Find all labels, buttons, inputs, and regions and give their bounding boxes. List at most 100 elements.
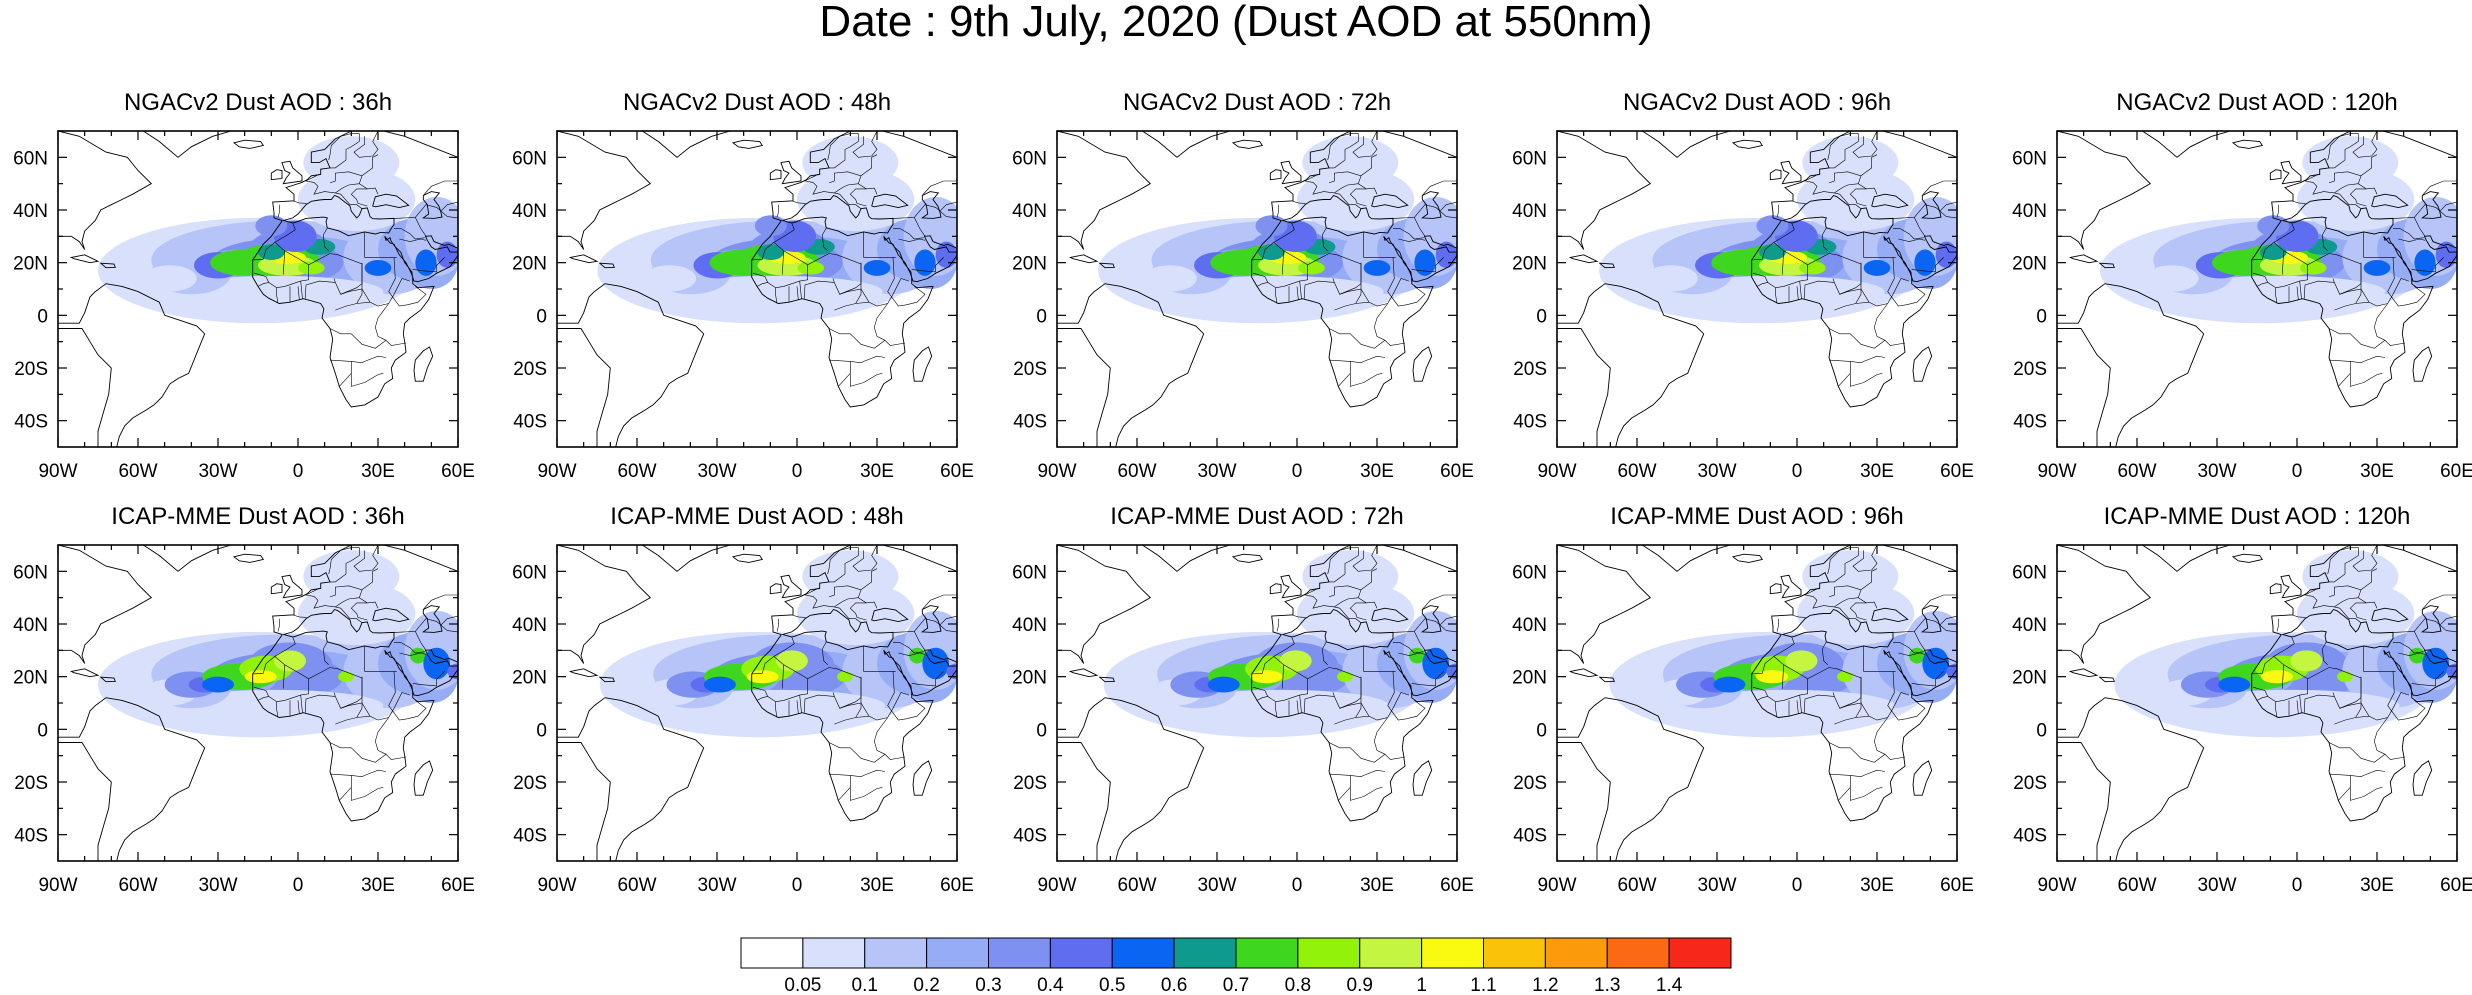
lon-tick-label: 60E [1440,461,1474,482]
lon-tick-label: 30E [361,875,395,896]
border-line [388,257,427,307]
lat-tick-label: 40S [14,412,48,433]
border-line [436,671,445,686]
lon-tick-label: 60E [1940,461,1974,482]
border-line [2349,602,2367,621]
coastline-caspian [1920,191,1942,219]
border-line [440,201,458,212]
dust-cell [364,260,392,276]
border-line [1327,547,1359,583]
border-line [2328,355,2386,364]
border-line [436,257,445,272]
lon-tick-label: 60E [1940,875,1974,896]
lat-tick-label: 20S [1513,773,1547,794]
border-line [1292,614,1306,618]
border-line [2352,545,2378,572]
lon-tick-label: 90W [537,461,576,482]
coastline-caspian [421,191,443,219]
border-line [1363,231,1396,258]
border-line [1358,183,1378,195]
coastline-hispaniola [598,676,615,683]
border-line [1834,301,1870,311]
border-line [1887,671,1926,721]
colorbar-swatch [1235,937,1299,969]
lat-tick-label: 20S [513,773,547,794]
border-line [2328,328,2386,349]
dust-cell [2299,261,2327,275]
dust-cell [1914,249,1936,276]
coastline-mediterranean [2280,608,2394,651]
coastline-britain [281,574,303,599]
border-line [1349,188,1367,207]
border-line [939,615,957,626]
border-line [752,264,808,289]
border-line [394,228,425,240]
border-line [335,301,371,311]
coastline-caspian [421,605,443,633]
dust-cell [1298,261,1325,275]
border-line [1776,618,1779,632]
lon-tick-label: 90W [38,875,77,896]
border-line [393,626,420,633]
country-borders [2251,545,2457,801]
coastlines [557,131,957,447]
border-line [2393,642,2424,654]
coastline-greenland [1141,545,1231,572]
panel-title: ICAP-MME Dust AOD : 96h [1610,503,1904,530]
border-line [1893,228,1924,240]
border-line [1360,568,1378,591]
coastline-madagascar [912,760,933,796]
border-line [1352,131,1378,158]
lat-tick-label: 60N [2012,562,2047,583]
border-line [828,355,886,364]
border-line [2418,204,2457,219]
map-panel: ICAP-MME Dust AOD : 120h 90W 60W 30W 0 30E 60E… [1997,505,2472,921]
dust-cell [143,265,197,292]
border-line [773,242,862,304]
coastline-black-sea [1871,607,1909,623]
coastline-black-sea [871,193,909,209]
lat-tick-label: 0 [37,720,48,741]
border-line [304,280,336,299]
border-line [2328,769,2386,778]
border-line [2304,173,2362,209]
coastline-eurafrasia [2251,131,2457,408]
border-line [339,775,352,801]
coastline-south-america [1557,697,1705,861]
border-line [335,715,371,725]
border-line [827,547,859,583]
border-line [2332,262,2362,295]
border-line [804,173,862,209]
dust-cell [642,265,697,292]
dust-cell [1337,671,1353,682]
lat-tick-label: 0 [2036,306,2047,327]
colorbar-swatch [1049,937,1113,969]
border-line [2296,286,2299,300]
dust-cell [1644,265,1698,292]
border-line [1838,775,1851,801]
border-line [2292,200,2306,204]
lat-tick-label: 60N [512,148,547,169]
coastline-hispaniola [1098,676,1115,683]
coastline-britain [1780,574,1802,599]
border-line [359,183,379,195]
lat-tick-label: 40N [1012,201,1047,222]
coastline-greenland [142,131,232,158]
lat-tick-label: 40S [1013,826,1047,847]
border-line [340,692,411,721]
border-line [333,262,363,295]
border-line [893,642,924,654]
lat-tick-label: 40N [13,615,48,636]
lon-tick-label: 60W [617,875,656,896]
coastline-britain [1280,160,1302,185]
lat-tick-label: 20S [14,773,48,794]
colorbar-label: 0.6 [1161,975,1187,995]
border-line [1799,695,1802,714]
border-line [1914,631,1926,651]
coastline-cuba [568,668,599,678]
coastline-hispaniola [598,262,615,269]
border-line [329,328,387,349]
lat-tick-label: 40N [13,201,48,222]
border-line [2411,683,2436,687]
coastline-eurafrasia [1751,131,1957,408]
